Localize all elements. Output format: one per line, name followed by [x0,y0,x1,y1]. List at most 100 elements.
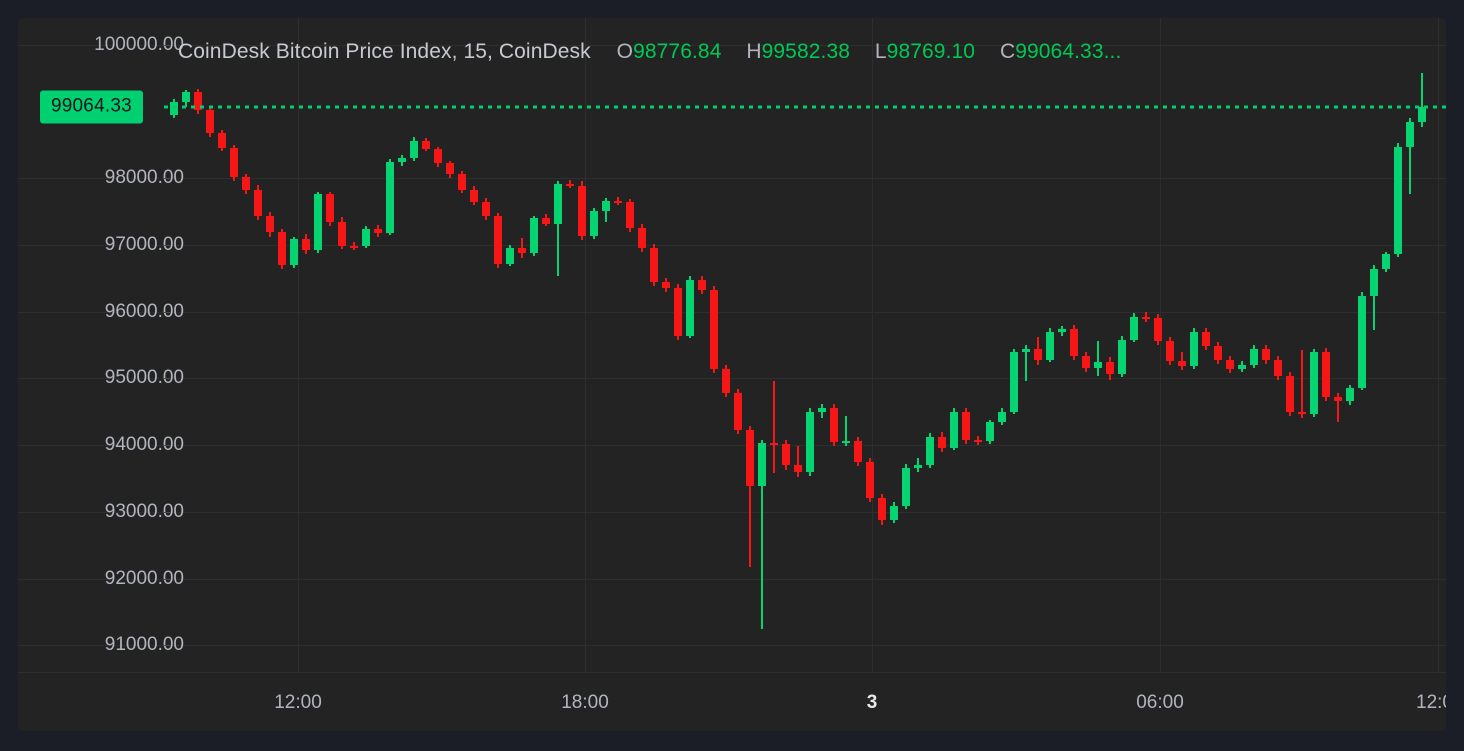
candlestick[interactable] [398,18,406,672]
candlestick[interactable] [1274,18,1282,672]
candlestick[interactable] [290,18,298,672]
candlestick[interactable] [422,18,430,672]
candlestick[interactable] [1262,18,1270,672]
candlestick[interactable] [542,18,550,672]
candlestick[interactable] [1394,18,1402,672]
legend-symbol[interactable]: CoinDesk Bitcoin Price Index, 15, CoinDe… [178,40,591,63]
candlestick[interactable] [182,18,190,672]
candlestick[interactable] [1070,18,1078,672]
candlestick[interactable] [674,18,682,672]
candlestick[interactable] [842,18,850,672]
candlestick[interactable] [194,18,202,672]
plot-area[interactable] [18,18,1446,672]
candlestick[interactable] [1142,18,1150,672]
candlestick[interactable] [926,18,934,672]
candlestick[interactable] [1238,18,1246,672]
candlestick[interactable] [218,18,226,672]
candlestick[interactable] [1334,18,1342,672]
candlestick[interactable] [518,18,526,672]
candlestick[interactable] [746,18,754,672]
candlestick[interactable] [1370,18,1378,672]
candlestick[interactable] [590,18,598,672]
candlestick[interactable] [1022,18,1030,672]
candlestick[interactable] [854,18,862,672]
candlestick[interactable] [950,18,958,672]
candlestick[interactable] [374,18,382,672]
current-price-badge[interactable]: 99064.33 [40,90,143,124]
candlestick[interactable] [986,18,994,672]
candlestick[interactable] [278,18,286,672]
time-axis[interactable]: 12:00 18:00 3 06:00 12:0 [18,673,1446,731]
candlestick[interactable] [1082,18,1090,672]
candlestick[interactable] [578,18,586,672]
candlestick[interactable] [878,18,886,672]
candlestick[interactable] [1418,18,1426,672]
candlestick[interactable] [638,18,646,672]
candlestick[interactable] [566,18,574,672]
candlestick[interactable] [242,18,250,672]
candlestick[interactable] [530,18,538,672]
candlestick[interactable] [1166,18,1174,672]
candlestick[interactable] [386,18,394,672]
candlestick[interactable] [974,18,982,672]
candlestick[interactable] [554,18,562,672]
candlestick[interactable] [962,18,970,672]
candlestick[interactable] [1094,18,1102,672]
candlestick[interactable] [254,18,262,672]
candlestick[interactable] [1106,18,1114,672]
candlestick[interactable] [1226,18,1234,672]
candlestick[interactable] [710,18,718,672]
candlestick[interactable] [698,18,706,672]
chart-legend[interactable]: CoinDesk Bitcoin Price Index, 15, CoinDe… [178,40,1121,64]
candlestick[interactable] [830,18,838,672]
chart-panel[interactable]: 100000.00 98000.00 97000.00 96000.00 95000.0… [18,18,1446,731]
candlestick[interactable] [602,18,610,672]
candlestick[interactable] [1034,18,1042,672]
candlestick[interactable] [458,18,466,672]
candlestick[interactable] [1214,18,1222,672]
candlestick[interactable] [722,18,730,672]
candlestick[interactable] [890,18,898,672]
candlestick[interactable] [1202,18,1210,672]
candlestick[interactable] [1250,18,1258,672]
candlestick[interactable] [734,18,742,672]
candlestick[interactable] [1058,18,1066,672]
candlestick[interactable] [1310,18,1318,672]
candlestick[interactable] [1010,18,1018,672]
candlestick-series[interactable] [18,18,1446,672]
candlestick[interactable] [338,18,346,672]
candlestick[interactable] [1118,18,1126,672]
candlestick[interactable] [1130,18,1138,672]
candlestick[interactable] [758,18,766,672]
candlestick[interactable] [782,18,790,672]
candlestick[interactable] [818,18,826,672]
candlestick[interactable] [1154,18,1162,672]
candlestick[interactable] [614,18,622,672]
candlestick[interactable] [1358,18,1366,672]
candlestick[interactable] [902,18,910,672]
candlestick[interactable] [794,18,802,672]
candlestick[interactable] [1046,18,1054,672]
candlestick[interactable] [998,18,1006,672]
candlestick[interactable] [938,18,946,672]
candlestick[interactable] [230,18,238,672]
candlestick[interactable] [1178,18,1186,672]
candlestick[interactable] [494,18,502,672]
candlestick[interactable] [806,18,814,672]
candlestick[interactable] [326,18,334,672]
candlestick[interactable] [410,18,418,672]
candlestick[interactable] [350,18,358,672]
candlestick[interactable] [686,18,694,672]
candlestick[interactable] [1286,18,1294,672]
candlestick[interactable] [434,18,442,672]
candlestick[interactable] [866,18,874,672]
candlestick[interactable] [770,18,778,672]
candlestick[interactable] [1322,18,1330,672]
candlestick[interactable] [362,18,370,672]
candlestick[interactable] [314,18,322,672]
candlestick[interactable] [266,18,274,672]
candlestick[interactable] [914,18,922,672]
candlestick[interactable] [1346,18,1354,672]
candlestick[interactable] [506,18,514,672]
candlestick[interactable] [1382,18,1390,672]
